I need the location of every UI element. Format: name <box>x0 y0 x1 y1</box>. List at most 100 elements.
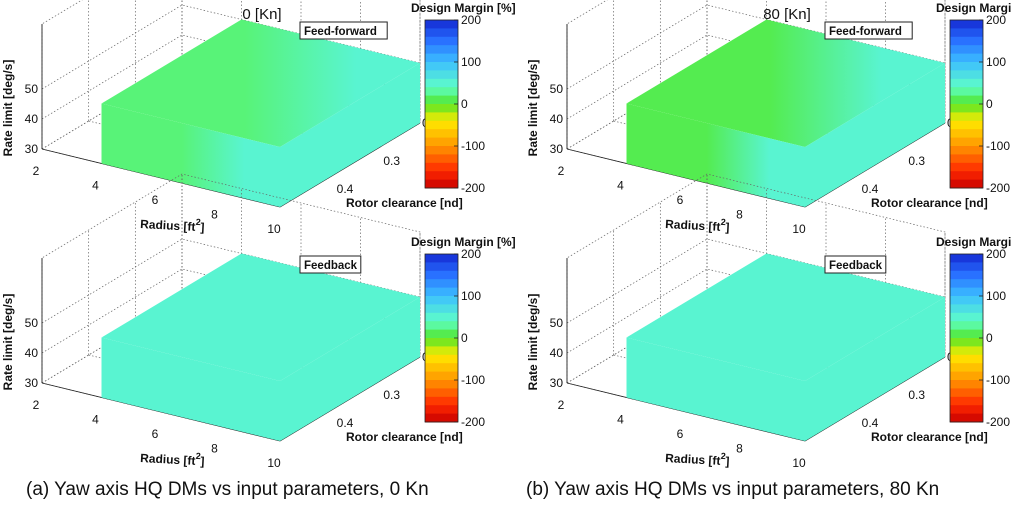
colorbar-tick-2: 0 <box>461 331 468 345</box>
colorbar-tick-4: -200 <box>986 181 1010 195</box>
colorbar-band <box>950 312 983 322</box>
radius-tick-2: 6 <box>677 193 684 207</box>
clearance-tick-1: 0.3 <box>383 388 400 402</box>
box-top-face <box>101 19 420 147</box>
clearance-axis-label: Rotor clearance [nd] <box>346 430 463 444</box>
colorbar-band <box>950 371 983 381</box>
rate-axis-label: Rate limit [deg/s] <box>1 294 15 391</box>
colorbar-band <box>425 129 458 139</box>
back-wall-outline <box>41 0 421 149</box>
box-right-face <box>805 297 945 441</box>
design-margin-box <box>626 253 945 441</box>
design-margin-box <box>101 19 420 207</box>
colorbar-band <box>950 129 983 139</box>
colorbar-band <box>950 45 983 55</box>
colorbar-band <box>425 380 458 389</box>
colorbar-tick-1: 100 <box>986 55 1006 69</box>
colorbar-band <box>950 53 983 63</box>
box-top-face <box>626 253 945 381</box>
colorbar-band <box>950 413 983 423</box>
legend-box-label: Feed-forward <box>304 26 377 38</box>
radius-tick-3: 8 <box>211 208 218 222</box>
colorbar-band <box>425 312 458 322</box>
back-wall-outline <box>41 173 421 383</box>
colorbar-band <box>950 95 983 105</box>
colorbar-tick-2: 0 <box>461 97 468 111</box>
colorbar-band <box>425 396 458 406</box>
colorbar-band <box>950 405 983 415</box>
colorbar-band <box>425 321 458 331</box>
rate-tick-2: 50 <box>550 82 564 96</box>
radius-tick-4: 10 <box>267 222 281 236</box>
rate-tick-0: 30 <box>550 142 564 156</box>
radius-tick-2: 6 <box>152 193 159 207</box>
clearance-tick-1: 0.3 <box>383 154 400 168</box>
rate-axis-label: Rate limit [deg/s] <box>526 294 540 391</box>
colorbar-band <box>950 380 983 389</box>
radius-tick-3: 8 <box>211 442 218 456</box>
colorbar-tick-3: -100 <box>461 373 485 387</box>
colorbar-band <box>950 78 983 88</box>
colorbar-tick-0: 200 <box>986 13 1006 27</box>
rate-tick-2: 50 <box>25 82 39 96</box>
colorbar-band <box>950 28 983 38</box>
colorbar-tick-3: -100 <box>986 139 1010 153</box>
colorbar-band <box>425 346 458 356</box>
radius-axis-label: Radius [ft2] <box>140 214 205 234</box>
colorbar-tick-4: -200 <box>461 415 485 429</box>
colorbar-band <box>425 78 458 88</box>
rate-tick-0: 30 <box>25 376 39 390</box>
colorbar-band <box>425 162 458 172</box>
colorbar-band <box>950 363 983 373</box>
rate-tick-1: 40 <box>550 112 564 126</box>
panel-title: 80 [Kn] <box>763 6 811 23</box>
colorbar: 200 100 0 -100 -200 <box>424 13 485 195</box>
box-right-face <box>280 297 420 441</box>
colorbar-band <box>950 179 983 189</box>
colorbar-tick-1: 100 <box>461 289 481 303</box>
colorbar-band <box>950 70 983 80</box>
box-front-face <box>626 337 805 441</box>
colorbar-band <box>950 87 983 97</box>
colorbar: 200 100 0 -100 -200 <box>949 13 1010 195</box>
colorbar-band <box>425 28 458 38</box>
colorbar-title: Design Margin [%] <box>411 235 516 249</box>
colorbar-tick-1: 100 <box>461 55 481 69</box>
colorbar-band <box>425 388 458 398</box>
colorbar-band <box>950 338 983 347</box>
colorbar-tick-4: -200 <box>986 415 1010 429</box>
colorbar-band <box>425 262 458 272</box>
design-margin-box <box>626 19 945 207</box>
radius-tick-0: 2 <box>558 164 565 178</box>
colorbar-tick-4: -200 <box>461 181 485 195</box>
rate-tick-0: 30 <box>550 376 564 390</box>
colorbar-band <box>950 396 983 406</box>
colorbar-band <box>950 171 983 181</box>
colorbar-band <box>950 137 983 147</box>
box-front-face <box>101 103 280 207</box>
colorbar-band <box>950 296 983 305</box>
colorbar-band <box>425 287 458 297</box>
colorbar-title: Design Margin [%] <box>936 235 1011 249</box>
colorbar-band <box>950 329 983 339</box>
colorbar-band <box>950 262 983 272</box>
legend-box-frame <box>824 255 887 274</box>
caption-a: (a) Yaw axis HQ DMs vs input parameters,… <box>26 479 429 500</box>
rate-tick-2: 50 <box>550 316 564 330</box>
colorbar-band <box>425 104 458 113</box>
legend-box-label: Feed-forward <box>829 26 902 38</box>
colorbar-band <box>950 304 983 314</box>
colorbar-band <box>425 137 458 147</box>
clearance-axis-label: Rotor clearance [nd] <box>871 430 988 444</box>
colorbar-tick-0: 200 <box>986 247 1006 261</box>
design-margin-box <box>101 253 420 441</box>
colorbar-band <box>425 36 458 46</box>
colorbar-band <box>425 371 458 381</box>
radius-tick-4: 10 <box>267 456 281 470</box>
box-right-face <box>280 63 420 207</box>
colorbar-tick-1: 100 <box>986 289 1006 303</box>
back-wall-outline <box>566 173 946 383</box>
legend-box-frame <box>299 255 362 274</box>
clearance-tick-1: 0.3 <box>908 388 925 402</box>
